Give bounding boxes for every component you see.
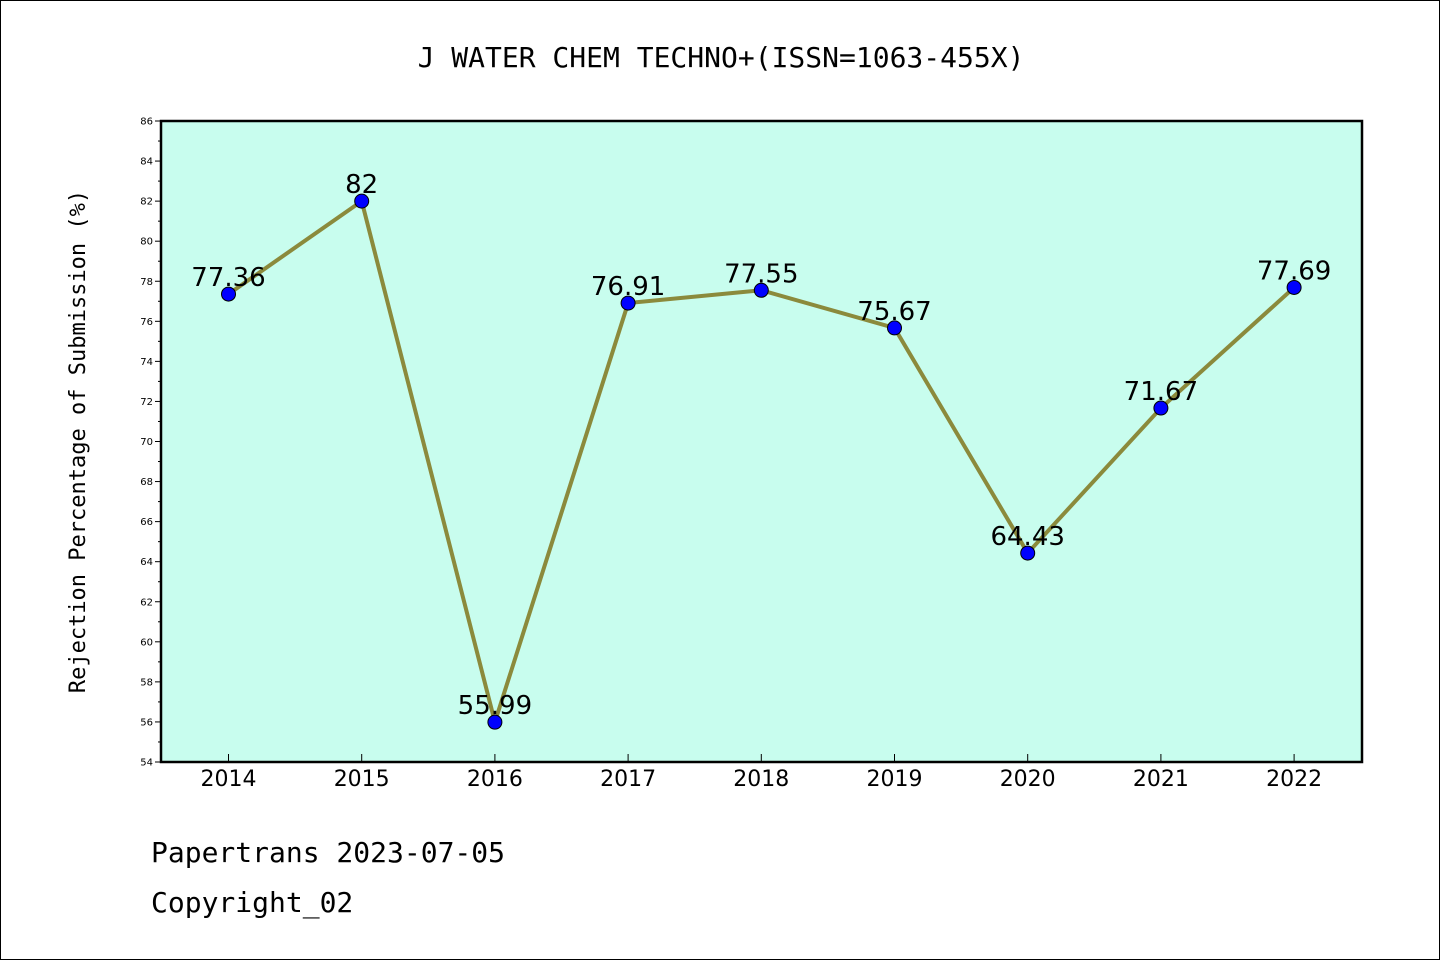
y-tick-label: 84 — [140, 157, 153, 168]
data-point — [620, 295, 636, 311]
x-tick-label: 2017 — [600, 767, 656, 792]
plot-frame — [159, 119, 1364, 764]
data-point — [487, 714, 503, 730]
y-tick-label: 80 — [140, 237, 153, 248]
y-tick-label: 58 — [140, 677, 153, 688]
y-tick-label: 76 — [140, 317, 153, 328]
x-tick-label: 2021 — [1133, 767, 1189, 792]
y-tick-label: 74 — [140, 357, 153, 368]
y-tick-label: 66 — [140, 517, 153, 528]
footer-date: Papertrans 2023-07-05 — [151, 836, 506, 869]
plot-area — [161, 121, 1362, 762]
axes: 54 56 58 60 62 64 66 68 70 72 74 76 78 80 82 84 86 2014 20… — [140, 117, 1322, 793]
data-point — [753, 282, 769, 298]
y-tick-label: 68 — [140, 477, 153, 488]
y-tick-label: 64 — [140, 557, 153, 568]
data-point — [887, 320, 902, 336]
x-tick-label: 2016 — [467, 767, 523, 792]
data-point — [1286, 279, 1302, 295]
chart-title: J WATER CHEM TECHNO+(ISSN=1063-455X) — [418, 41, 1025, 74]
footer-copyright: Copyright_02 — [151, 886, 354, 919]
data-point — [1020, 545, 1036, 561]
y-tick-label: 62 — [140, 597, 153, 608]
x-tick-label: 2018 — [733, 767, 789, 792]
y-tick-label: 72 — [140, 397, 153, 408]
y-tick-label: 70 — [140, 437, 153, 448]
y-tick-label: 86 — [140, 117, 153, 128]
data-point — [221, 286, 236, 302]
y-tick-label: 54 — [140, 758, 153, 769]
y-tick-label: 78 — [140, 277, 153, 288]
y-tick-label: 56 — [140, 717, 153, 728]
y-tick-label: 60 — [140, 637, 153, 648]
x-tick-label: 2019 — [867, 767, 923, 792]
x-tick-label: 2020 — [1000, 767, 1056, 792]
y-tick-label: 82 — [140, 197, 153, 208]
x-tick-label: 2022 — [1266, 767, 1322, 792]
data-point — [354, 193, 370, 209]
x-tick-label: 2014 — [201, 767, 257, 792]
data-point — [1153, 400, 1169, 416]
x-tick-label: 2015 — [334, 767, 390, 792]
y-axis-label: Rejection Percentage of Submission (%) — [66, 190, 91, 693]
